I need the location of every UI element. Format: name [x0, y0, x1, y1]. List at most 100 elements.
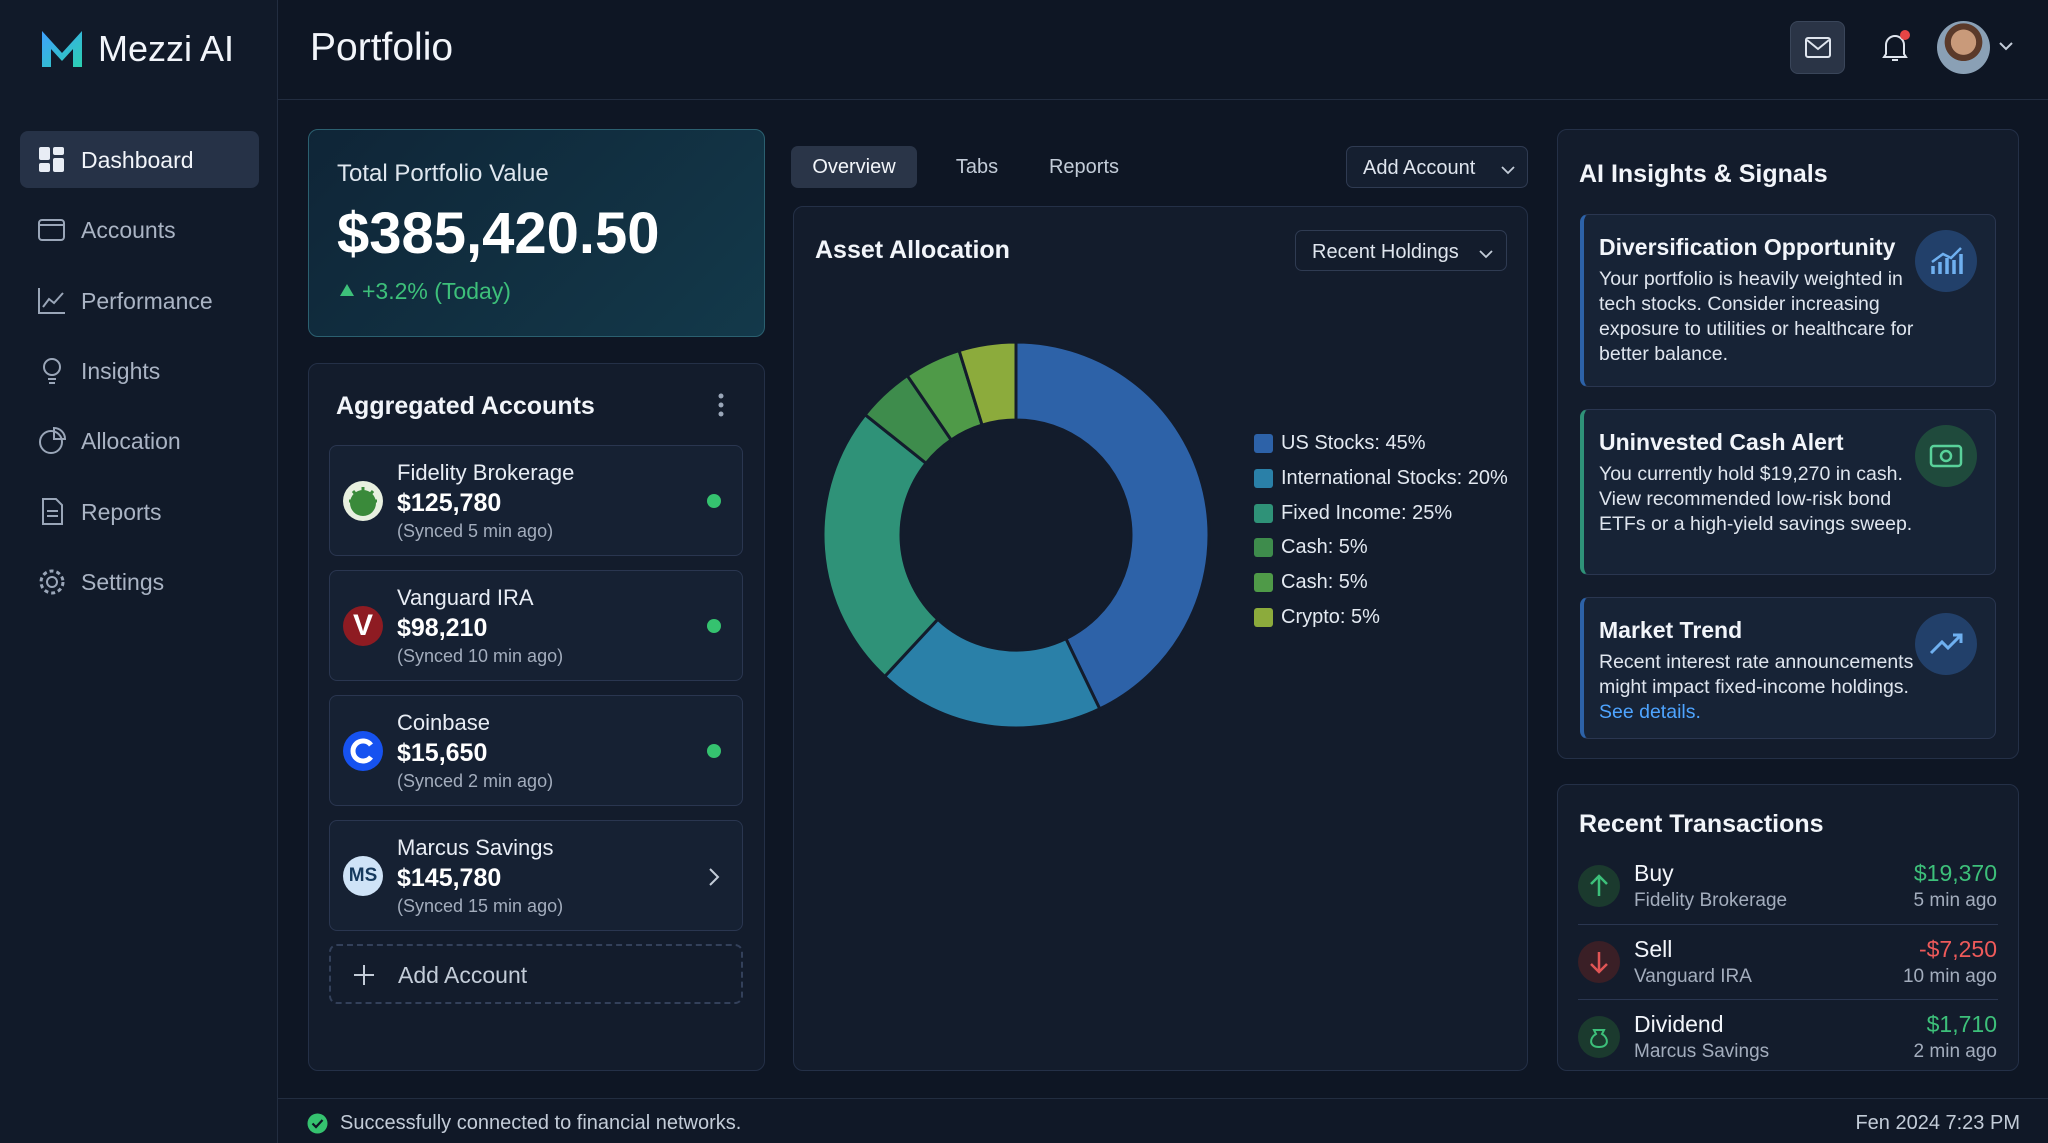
icon-part — [39, 427, 67, 455]
icon-part — [43, 357, 61, 376]
notifications-button[interactable] — [1878, 30, 1912, 64]
insight-item[interactable]: Diversification Opportunity Your portfoli… — [1580, 214, 1996, 387]
nav-item[interactable]: Performance — [20, 272, 259, 329]
transaction-amount: $19,370 — [1913, 860, 1997, 886]
icon-part — [1806, 39, 1830, 51]
legend-label: Cash: 5% — [1281, 571, 1368, 594]
icon-part — [53, 158, 64, 172]
up-arrow — [339, 283, 355, 297]
legend-swatch — [1254, 468, 1273, 488]
nav-icon — [36, 285, 68, 317]
account-synced: (Synced 10 min ago) — [397, 646, 564, 666]
legend-label: Crypto: 5% — [1281, 606, 1380, 628]
insights-title: AI Insights & Signals — [1579, 160, 1828, 188]
add-account-button[interactable]: Add Account — [329, 944, 743, 1004]
add-account-dropdown[interactable]: Add Account — [1346, 146, 1528, 188]
icon-part — [1882, 35, 1908, 58]
icon-part — [343, 606, 383, 646]
icon-part — [1479, 250, 1493, 259]
transaction-account: Vanguard IRA — [1634, 965, 1752, 987]
tab[interactable]: Overview — [791, 146, 917, 188]
insight-body: Recent interest rate announcements might… — [1599, 650, 1931, 725]
nav-item[interactable]: Accounts — [20, 201, 259, 258]
transaction-time: 2 min ago — [1913, 1041, 1997, 1062]
insight-item[interactable]: Uninvested Cash Alert You currently hold … — [1580, 409, 1996, 575]
brand-name: Mezzi AI — [98, 28, 235, 69]
icon-part — [39, 569, 65, 595]
user-avatar[interactable] — [1937, 21, 1990, 74]
nav-item[interactable]: Settings — [20, 553, 259, 610]
portfolio-label: Total Portfolio Value — [337, 160, 549, 187]
tab[interactable]: Tabs — [941, 146, 1013, 188]
icon-part — [53, 147, 64, 155]
page-title: Portfolio — [310, 26, 454, 69]
legend-swatch — [1254, 573, 1273, 593]
transaction-icon — [1578, 940, 1620, 983]
brand-logo — [38, 27, 86, 69]
icon-part — [53, 427, 67, 441]
nav-item[interactable]: Insights — [20, 342, 259, 399]
dropdown-chevron — [1479, 247, 1493, 259]
legend-label: Cash: 5% — [1281, 536, 1368, 559]
holdings-dropdown[interactable]: Recent Holdings — [1295, 230, 1507, 271]
tab-label: Overview — [812, 156, 896, 178]
account-item[interactable]: V Vanguard IRA $98,210 (Synced 10 min ago) — [329, 570, 743, 681]
nav-icon — [36, 355, 68, 387]
icon-part — [38, 287, 65, 314]
tab[interactable]: Reports — [1042, 146, 1126, 188]
transaction-type: Sell — [1634, 935, 1673, 962]
insight-item[interactable]: Market Trend Recent interest rate announc… — [1580, 597, 1996, 739]
icon-part — [39, 147, 64, 172]
icon-part — [718, 393, 724, 399]
icon-part — [43, 357, 61, 384]
icon-part — [1929, 633, 1963, 655]
icon-part — [1882, 30, 1910, 61]
icon-part — [38, 287, 65, 314]
legend-swatch — [1254, 608, 1273, 627]
icon-part — [340, 284, 354, 296]
more-menu — [717, 392, 725, 418]
account-name: Fidelity Brokerage — [397, 460, 575, 485]
nav-item[interactable]: Reports — [20, 483, 259, 540]
nav-item[interactable]: Dashboard — [20, 131, 259, 188]
nav-icon — [36, 566, 68, 598]
transaction-row[interactable]: Buy Fidelity Brokerage $19,370 5 min ago — [1578, 852, 1998, 920]
icon-part — [38, 219, 65, 242]
donut-segment — [821, 412, 940, 679]
insight-icon — [1915, 613, 1977, 675]
header-bar — [278, 0, 2048, 100]
account-item[interactable]: MS Marcus Savings $145,780 (Synced 15 min a… — [329, 820, 743, 931]
mail-button[interactable] — [1790, 21, 1845, 74]
legend-swatch — [1254, 503, 1273, 523]
chart-card: Asset Allocation Recent Holdings US Stocks… — [793, 206, 1528, 1071]
transaction-row[interactable]: Sell Vanguard IRA -$7,250 10 min ago — [1578, 928, 1998, 996]
icon-part — [1931, 247, 1962, 264]
icon-part — [349, 487, 377, 503]
insight-text: Recent interest rate announcements might… — [1599, 651, 1914, 698]
icon-part — [709, 868, 720, 886]
legend-label: International Stocks: 20% — [1281, 466, 1508, 489]
nav-icon — [36, 144, 68, 176]
portfolio-value-card: Total Portfolio Value $385,420.50 +3.2% (T… — [308, 129, 765, 337]
status-check — [307, 1113, 328, 1134]
icon-part — [42, 497, 63, 525]
add-account-dropdown-label: Add Account — [1363, 157, 1476, 179]
nav-item[interactable]: Allocation — [20, 412, 259, 469]
bell-icon — [1878, 30, 1912, 64]
transaction-time: 5 min ago — [1913, 890, 1997, 911]
transaction-type: Buy — [1634, 860, 1674, 886]
icon-part — [718, 411, 724, 417]
icon-part — [39, 569, 65, 595]
icon-part — [1590, 874, 1608, 896]
icon-part — [343, 856, 383, 896]
row-divider — [1578, 923, 1998, 925]
transaction-row[interactable]: Dividend Marcus Savings $1,710 2 min ago — [1578, 1003, 1998, 1071]
insight-link[interactable]: See details. — [1599, 701, 1701, 723]
account-item[interactable]: Fidelity Brokerage $125,780 (Synced 5 min … — [329, 445, 743, 556]
icon-part — [48, 377, 56, 384]
status-dot — [707, 744, 721, 758]
icon-part — [307, 1113, 328, 1134]
account-item[interactable]: Coinbase $15,650 (Synced 2 min ago) — [329, 695, 743, 806]
nav-label: Reports — [81, 498, 162, 525]
